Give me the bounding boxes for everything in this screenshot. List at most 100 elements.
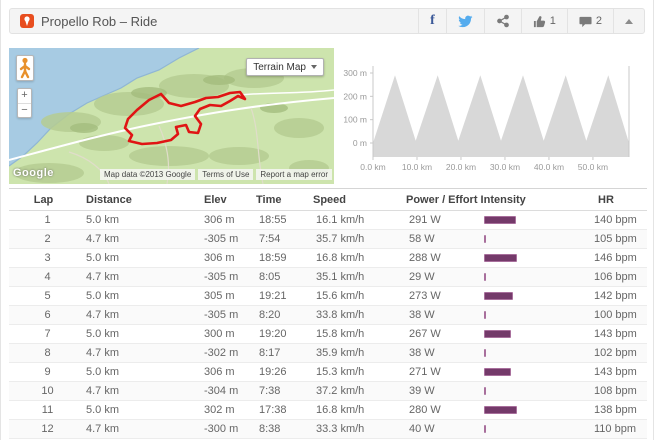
speed-cell: 16.8 km/h bbox=[308, 400, 401, 420]
distance-cell: 5.0 km bbox=[78, 400, 196, 420]
map-attribution-bar: Map data ©2013 Google Terms of Use Repor… bbox=[99, 169, 332, 180]
table-row: 5 5.0 km 305 m 19:21 15.6 km/h 273 W 142 bpm bbox=[9, 286, 647, 306]
speed-cell: 16.1 km/h bbox=[308, 210, 401, 230]
hr-cell: 143 bpm bbox=[586, 362, 647, 382]
effort-intensity-bar bbox=[484, 254, 517, 262]
elev-cell: -304 m bbox=[196, 381, 251, 401]
time-cell: 8:20 bbox=[251, 305, 308, 325]
time-cell: 7:54 bbox=[251, 229, 308, 249]
speed-cell: 15.6 km/h bbox=[308, 286, 401, 306]
hr-cell: 143 bpm bbox=[586, 324, 647, 344]
power-value: 280 W bbox=[409, 404, 441, 416]
distance-cell: 4.7 km bbox=[78, 229, 196, 249]
lap-table-body: 1 5.0 km 306 m 18:55 16.1 km/h 291 W 140 bpm 2 4… bbox=[9, 210, 647, 439]
effort-intensity-track bbox=[484, 235, 584, 243]
lap-cell: 12 bbox=[9, 419, 78, 439]
effort-intensity-bar bbox=[484, 368, 511, 376]
speed-cell: 15.3 km/h bbox=[308, 362, 401, 382]
lap-cell: 1 bbox=[9, 210, 78, 230]
caret-down-icon bbox=[311, 65, 317, 69]
distance-cell: 4.7 km bbox=[78, 381, 196, 401]
effort-intensity-bar bbox=[484, 406, 517, 414]
facebook-share-button[interactable]: f bbox=[418, 9, 446, 33]
collapse-button[interactable] bbox=[613, 9, 644, 33]
distance-cell: 5.0 km bbox=[78, 210, 196, 230]
hr-cell: 100 bpm bbox=[586, 305, 647, 325]
power-value: 271 W bbox=[409, 366, 441, 378]
power-cell: 38 W bbox=[401, 343, 586, 363]
power-value: 38 W bbox=[409, 347, 435, 359]
twitter-share-button[interactable] bbox=[445, 9, 484, 33]
column-header-distance: Distance bbox=[78, 188, 196, 211]
terms-link[interactable]: Terms of Use bbox=[198, 169, 254, 180]
power-cell: 280 W bbox=[401, 400, 586, 420]
map-type-button[interactable]: Terrain Map bbox=[246, 58, 324, 76]
facebook-icon: f bbox=[430, 13, 435, 28]
google-logo: Google bbox=[13, 167, 54, 179]
table-row: 6 4.7 km -305 m 8:20 33.8 km/h 38 W 100 bpm bbox=[9, 305, 647, 325]
lap-cell: 8 bbox=[9, 343, 78, 363]
pegman-control[interactable] bbox=[16, 55, 34, 81]
power-cell: 29 W bbox=[401, 267, 586, 287]
chart-ticks: 300 m 200 m 100 m 0 m 0.0 km 10.0 km 20.0 km 30… bbox=[343, 68, 608, 172]
time-cell: 7:38 bbox=[251, 381, 308, 401]
table-row: 2 4.7 km -305 m 7:54 35.7 km/h 58 W 105 bpm bbox=[9, 229, 647, 249]
title-bar: Propello Rob – Ride f 1 bbox=[9, 8, 645, 34]
column-header-speed: Speed bbox=[308, 188, 401, 211]
report-error-link[interactable]: Report a map error bbox=[256, 169, 332, 180]
comment-icon bbox=[579, 16, 592, 27]
lap-cell: 5 bbox=[9, 286, 78, 306]
zoom-in-button[interactable]: + bbox=[18, 89, 31, 104]
share-button[interactable] bbox=[483, 9, 521, 33]
power-cell: 288 W bbox=[401, 248, 586, 268]
speed-cell: 15.8 km/h bbox=[308, 324, 401, 344]
table-row: 7 5.0 km 300 m 19:20 15.8 km/h 267 W 143 bpm bbox=[9, 324, 647, 344]
caret-up-icon bbox=[625, 18, 633, 24]
sea-area bbox=[9, 48, 199, 166]
time-cell: 19:20 bbox=[251, 324, 308, 344]
elevation-profile bbox=[373, 75, 629, 157]
lap-cell: 11 bbox=[9, 400, 78, 420]
laps-table: Lap Distance Elev Time Speed Power / Eff… bbox=[9, 188, 647, 439]
effort-intensity-bar bbox=[484, 235, 486, 243]
like-button[interactable]: 1 bbox=[520, 9, 567, 33]
table-row: 3 5.0 km 306 m 18:59 16.8 km/h 288 W 146 bpm bbox=[9, 248, 647, 268]
lap-cell: 10 bbox=[9, 381, 78, 401]
effort-intensity-bar bbox=[484, 216, 516, 224]
table-row: 4 4.7 km -305 m 8:05 35.1 km/h 29 W 106 bpm bbox=[9, 267, 647, 287]
table-row: 8 4.7 km -302 m 8:17 35.9 km/h 38 W 102 bpm bbox=[9, 343, 647, 363]
lap-cell: 6 bbox=[9, 305, 78, 325]
route-map[interactable]: + − Terrain Map Google Map data ©2013 Go… bbox=[9, 48, 334, 184]
distance-cell: 4.7 km bbox=[78, 419, 196, 439]
distance-cell: 5.0 km bbox=[78, 362, 196, 382]
hr-cell: 140 bpm bbox=[586, 210, 647, 230]
x-tick-label: 0.0 km bbox=[360, 162, 386, 172]
speed-cell: 35.9 km/h bbox=[308, 343, 401, 363]
elev-cell: -305 m bbox=[196, 267, 251, 287]
time-cell: 18:55 bbox=[251, 210, 308, 230]
elev-cell: 306 m bbox=[196, 210, 251, 230]
hr-cell: 142 bpm bbox=[586, 286, 647, 306]
power-value: 273 W bbox=[409, 290, 441, 302]
time-cell: 18:59 bbox=[251, 248, 308, 268]
power-cell: 58 W bbox=[401, 229, 586, 249]
zoom-out-button[interactable]: − bbox=[21, 103, 28, 116]
lap-cell: 9 bbox=[9, 362, 78, 382]
effort-intensity-track bbox=[484, 292, 584, 300]
pegman-icon bbox=[19, 57, 31, 79]
column-header-lap: Lap bbox=[9, 188, 78, 211]
map-type-label: Terrain Map bbox=[253, 61, 306, 73]
speed-cell: 35.1 km/h bbox=[308, 267, 401, 287]
distance-cell: 4.7 km bbox=[78, 267, 196, 287]
time-cell: 8:38 bbox=[251, 419, 308, 439]
column-header-hr: HR bbox=[586, 188, 647, 211]
comment-count: 2 bbox=[595, 15, 602, 27]
speed-cell: 35.7 km/h bbox=[308, 229, 401, 249]
effort-intensity-bar bbox=[484, 273, 486, 281]
time-cell: 8:17 bbox=[251, 343, 308, 363]
y-tick-label: 200 m bbox=[343, 91, 367, 101]
x-tick-label: 10.0 km bbox=[402, 162, 432, 172]
table-row: 10 4.7 km -304 m 7:38 37.2 km/h 39 W 108 bpm bbox=[9, 381, 647, 401]
map-zoom-control: + − bbox=[17, 88, 32, 118]
comments-button[interactable]: 2 bbox=[566, 9, 613, 33]
